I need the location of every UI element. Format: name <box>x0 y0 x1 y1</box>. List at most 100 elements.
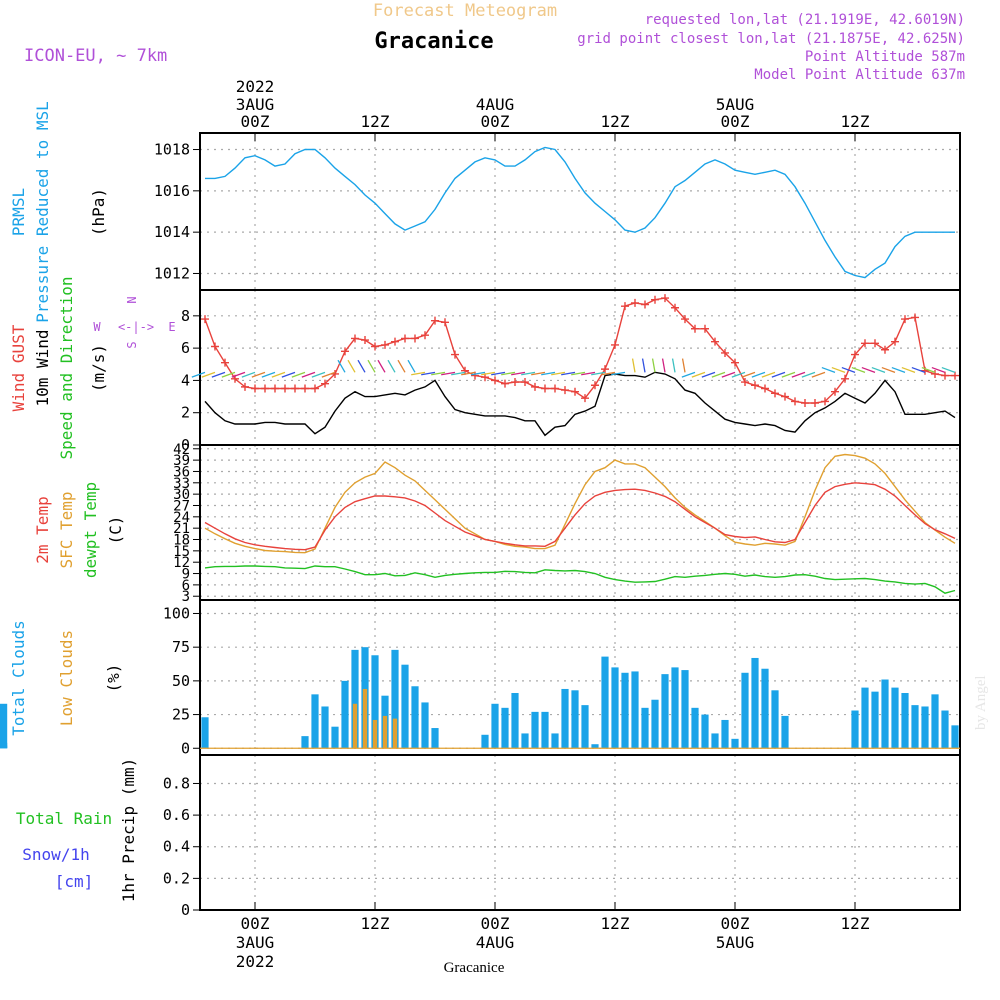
gust-point <box>381 340 389 349</box>
wind-direction-arrow <box>601 371 616 376</box>
total-cloud-bar <box>531 711 539 749</box>
total-cloud-bar <box>891 687 899 749</box>
gust-point <box>841 374 849 383</box>
wind-direction-arrow <box>731 371 746 378</box>
total-cloud-bar <box>301 736 309 749</box>
ytick-label-p1: 1014 <box>154 223 190 241</box>
wind-direction-arrow <box>491 371 506 376</box>
low-cloud-bar <box>392 718 398 749</box>
compass-arrows: <-|-> <box>118 320 154 334</box>
bottom-axis-time-0: 00Z <box>241 914 270 933</box>
total-cloud-bar <box>941 710 949 749</box>
wind-direction-arrow <box>387 359 396 373</box>
gust-point <box>851 350 859 359</box>
ytick-label-p5: 0.2 <box>163 869 190 887</box>
compass-w: W <box>93 320 101 334</box>
gust-point <box>501 379 509 388</box>
total-cloud-bar <box>541 711 549 749</box>
total-cloud-bar <box>591 744 599 749</box>
wind-direction-arrow <box>941 366 956 373</box>
wind-direction-arrow <box>367 359 376 373</box>
total-cloud-bar <box>481 734 489 749</box>
ytick-label-p3: 3 <box>182 589 190 605</box>
total-cloud-bar <box>601 656 609 749</box>
total-cloud-bar <box>901 693 909 749</box>
gust-point <box>791 397 799 406</box>
wind-direction-arrow <box>441 371 456 376</box>
gust-point <box>251 384 259 393</box>
ytick-label-p4: 0 <box>181 739 190 757</box>
gust-point <box>861 339 869 348</box>
watermark: by Angel <box>973 675 989 730</box>
compass-s: S <box>125 341 139 348</box>
total-cloud-bar <box>401 664 409 749</box>
panel-frame-1 <box>199 132 961 291</box>
total-cloud-bar <box>771 690 779 749</box>
gust-point <box>951 371 959 380</box>
total-cloud-bar <box>671 667 679 749</box>
p5-label-2: [cm] <box>55 872 94 891</box>
wind-direction-arrow <box>751 371 766 378</box>
gust-point <box>371 342 379 351</box>
p3-label-0: 2m Temp <box>33 496 52 563</box>
total-cloud-bar <box>661 674 669 749</box>
compass-e: E <box>168 320 175 334</box>
total-cloud-bar <box>781 715 789 749</box>
ytick-label-p3: 39 <box>173 453 190 469</box>
ytick-label-p2: 2 <box>181 404 190 422</box>
gust-point <box>271 384 279 393</box>
model-point-altitude: Model Point Altitude 637m <box>754 67 965 83</box>
wind-direction-arrow <box>821 366 836 373</box>
p4-label-2: (%) <box>104 664 123 693</box>
wind-direction-arrow <box>521 371 536 376</box>
gust-point <box>201 315 209 324</box>
wind-direction-arrow <box>511 371 526 376</box>
gust-point <box>671 303 679 312</box>
gust-point <box>421 331 429 340</box>
gust-point <box>291 384 299 393</box>
wind-direction-arrow <box>651 358 656 373</box>
total-cloud-bar <box>581 705 589 749</box>
wind-direction-arrow <box>301 371 316 378</box>
total-cloud-bar <box>721 719 729 749</box>
wind-direction-arrow <box>791 371 806 378</box>
panel-frame-5 <box>199 754 961 911</box>
gust-point <box>871 339 879 348</box>
total-cloud-bar <box>511 693 519 749</box>
gust-point <box>881 345 889 354</box>
total-cloud-bar <box>951 725 959 749</box>
footer-place: Gracanice <box>444 960 505 976</box>
wind-direction-arrow <box>691 371 706 378</box>
top-axis-time-3: 12Z <box>601 112 630 131</box>
wind-direction-arrow <box>681 358 686 373</box>
wind-direction-arrow <box>471 371 486 376</box>
gust-point <box>401 334 409 343</box>
wind-direction-arrow <box>871 366 886 373</box>
title-forecast-meteogram: Forecast Meteogram <box>373 1 557 21</box>
wind-direction-arrow <box>831 366 846 373</box>
gust-point <box>631 298 639 307</box>
total-cloud-bar <box>751 657 759 749</box>
gust-point <box>721 348 729 357</box>
wind-direction-arrow <box>357 359 366 373</box>
p2-label-0: Wind GUST <box>9 324 28 411</box>
gust-point <box>771 389 779 398</box>
top-axis-time-4: 00Z <box>721 112 750 131</box>
gust-point <box>551 384 559 393</box>
wind-direction-arrow <box>407 359 416 373</box>
total-cloud-bar <box>731 738 739 749</box>
top-axis-date-0: 3AUG <box>236 95 275 114</box>
ytick-label-p2: 8 <box>181 307 190 325</box>
gust-point <box>491 376 499 385</box>
wind-direction-arrow <box>611 371 626 376</box>
bottom-axis-time-5: 12Z <box>841 914 870 933</box>
gust-point <box>451 350 459 359</box>
total-cloud-bar <box>761 668 769 749</box>
bottom-axis-time-1: 12Z <box>361 914 390 933</box>
gust-point <box>641 300 649 309</box>
total-cloud-bar <box>861 687 869 749</box>
p5-label-0: Total Rain <box>16 809 112 828</box>
wind-direction-arrow <box>641 358 646 373</box>
gust-point <box>751 381 759 390</box>
wind-direction-arrow <box>541 371 556 376</box>
